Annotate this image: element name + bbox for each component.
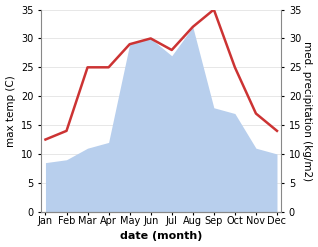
X-axis label: date (month): date (month) (120, 231, 203, 242)
Y-axis label: max temp (C): max temp (C) (5, 75, 16, 146)
Y-axis label: med. precipitation (kg/m2): med. precipitation (kg/m2) (302, 41, 313, 181)
